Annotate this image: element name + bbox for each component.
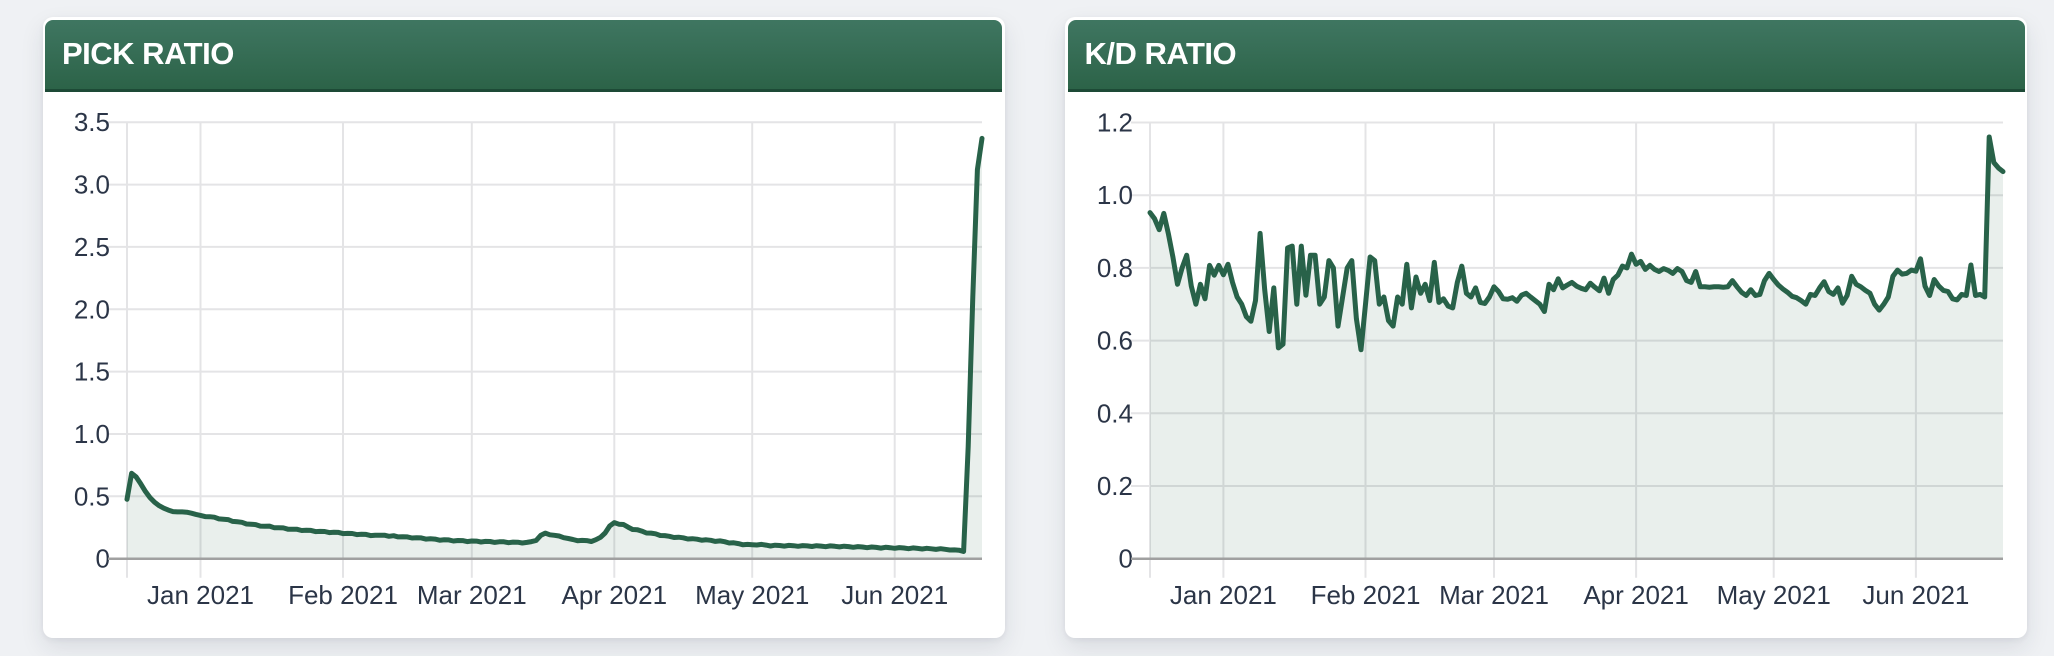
svg-text:0.8: 0.8 — [1097, 253, 1133, 283]
svg-text:Mar 2021: Mar 2021 — [417, 580, 527, 610]
svg-text:3.0: 3.0 — [74, 170, 110, 200]
svg-text:1.5: 1.5 — [74, 357, 110, 387]
svg-text:0: 0 — [1119, 544, 1133, 574]
svg-text:Feb 2021: Feb 2021 — [288, 580, 398, 610]
svg-text:May 2021: May 2021 — [1717, 580, 1831, 610]
svg-text:1.0: 1.0 — [74, 419, 110, 449]
svg-text:Jun 2021: Jun 2021 — [1862, 580, 1969, 610]
svg-text:0.4: 0.4 — [1097, 398, 1133, 428]
svg-text:0: 0 — [96, 544, 110, 574]
svg-text:3.5: 3.5 — [74, 107, 110, 137]
svg-text:Jun 2021: Jun 2021 — [841, 580, 948, 610]
svg-text:1.0: 1.0 — [1097, 180, 1133, 210]
svg-text:Apr 2021: Apr 2021 — [562, 580, 668, 610]
svg-text:2.0: 2.0 — [74, 294, 110, 324]
svg-text:1.2: 1.2 — [1097, 108, 1133, 138]
svg-text:2.5: 2.5 — [74, 232, 110, 262]
svg-text:0.5: 0.5 — [74, 481, 110, 511]
svg-text:Jan 2021: Jan 2021 — [147, 580, 254, 610]
svg-text:0.6: 0.6 — [1097, 326, 1133, 356]
svg-text:Apr 2021: Apr 2021 — [1583, 580, 1689, 610]
svg-text:May 2021: May 2021 — [695, 580, 809, 610]
svg-text:Feb 2021: Feb 2021 — [1311, 580, 1421, 610]
svg-text:Mar 2021: Mar 2021 — [1439, 580, 1549, 610]
svg-text:Jan 2021: Jan 2021 — [1170, 580, 1277, 610]
svg-text:0.2: 0.2 — [1097, 471, 1133, 501]
